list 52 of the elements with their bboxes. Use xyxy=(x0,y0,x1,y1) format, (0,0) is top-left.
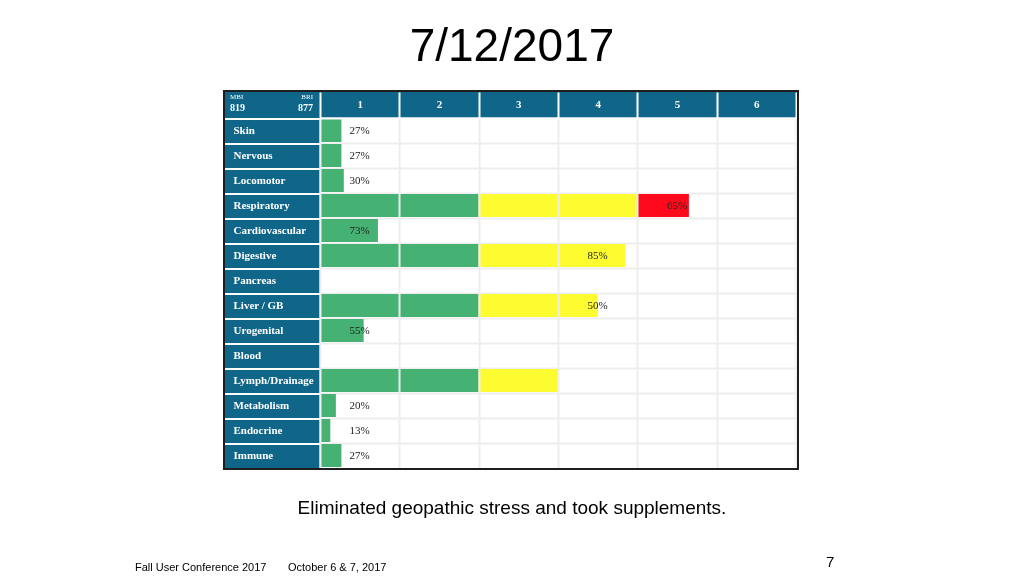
bar xyxy=(320,244,400,267)
bar xyxy=(399,294,479,317)
bar xyxy=(320,369,400,392)
y-tick-label: Pancreas xyxy=(233,273,277,286)
y-tick-label: Metabolism xyxy=(233,398,290,411)
x-tick-label: 2 xyxy=(436,97,443,110)
bar xyxy=(399,369,479,392)
data-label: 27% xyxy=(349,148,370,161)
bar xyxy=(320,219,378,242)
bar xyxy=(320,294,400,317)
bar xyxy=(558,194,638,217)
x-tick-label: 4 xyxy=(595,97,602,110)
data-label: 85% xyxy=(587,248,608,261)
bar xyxy=(478,294,558,317)
data-label: 27% xyxy=(349,448,370,461)
y-tick-label: Digestive xyxy=(233,248,277,261)
y-tick-label: Immune xyxy=(233,448,274,461)
y-tick-label: Lymph/Drainage xyxy=(233,373,314,386)
bar xyxy=(478,369,558,392)
x-tick-label: 3 xyxy=(516,97,523,110)
bar xyxy=(399,194,479,217)
chart-title: 7/12/2017 xyxy=(408,19,616,71)
y-tick-label: Skin xyxy=(233,123,255,136)
data-label: 13% xyxy=(349,423,370,436)
bar xyxy=(320,194,400,217)
y-tick-label: Urogenital xyxy=(233,323,284,336)
bar xyxy=(478,244,558,267)
y-tick-label: Blood xyxy=(233,348,262,361)
text: Fall User Conference 2017 xyxy=(135,561,267,573)
bar xyxy=(558,244,626,267)
data-label: 27% xyxy=(349,123,370,136)
x-tick-label: 5 xyxy=(674,97,681,110)
y-tick-label: Respiratory xyxy=(233,198,291,211)
data-label: 20% xyxy=(349,398,370,411)
text: 877 xyxy=(298,102,313,113)
text: 819 xyxy=(230,102,245,113)
bar xyxy=(399,244,479,267)
y-tick-label: Cardiovascular xyxy=(233,223,307,236)
y-tick-label: Nervous xyxy=(233,148,274,161)
x-tick-label: 6 xyxy=(754,97,761,110)
data-label: 73% xyxy=(349,223,370,236)
y-tick-label: Endocrine xyxy=(233,423,283,436)
data-label: 65% xyxy=(666,198,688,211)
text: Eliminated geopathic stress and took supplements. xyxy=(296,497,728,518)
y-tick-label: Liver / GB xyxy=(233,298,285,311)
text: October 6 & 7, 2017 xyxy=(288,561,387,573)
bar xyxy=(478,194,558,217)
bar xyxy=(320,169,344,192)
text: 7 xyxy=(826,553,835,570)
x-tick-label: 1 xyxy=(357,97,363,110)
y-tick-label: Locomotor xyxy=(233,173,286,186)
data-label: 30% xyxy=(349,173,370,186)
